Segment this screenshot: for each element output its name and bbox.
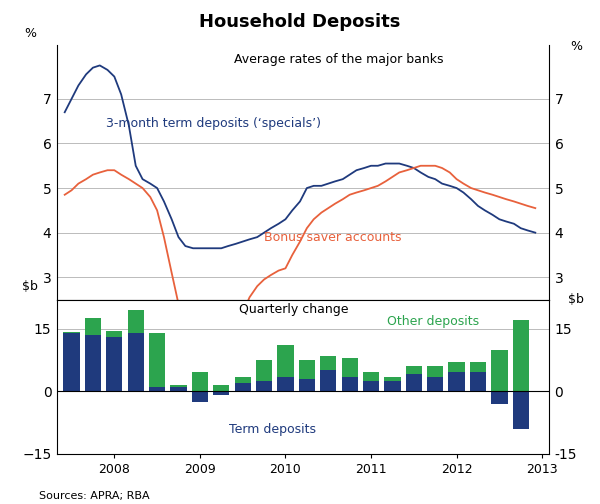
Text: Term deposits: Term deposits [229, 423, 316, 436]
Text: Quarterly change: Quarterly change [239, 302, 349, 316]
Bar [427, 366, 443, 376]
Bar [128, 333, 144, 391]
Text: 3-month term deposits (‘specials’): 3-month term deposits (‘specials’) [106, 116, 321, 130]
Bar [277, 345, 293, 376]
Bar [149, 333, 165, 387]
Bar [299, 379, 315, 391]
Bar [149, 387, 165, 391]
Bar [341, 376, 358, 391]
Bar [470, 362, 486, 372]
Bar [384, 376, 401, 381]
Bar [320, 356, 337, 370]
Bar [320, 370, 337, 391]
Bar [384, 381, 401, 391]
Bar [170, 387, 187, 391]
Bar [448, 362, 465, 372]
Bar [213, 385, 229, 391]
Y-axis label: %: % [570, 40, 582, 53]
Bar [512, 391, 529, 428]
Text: Bonus saver accounts: Bonus saver accounts [263, 231, 401, 244]
Bar [106, 337, 122, 391]
Bar [341, 358, 358, 376]
Bar [128, 310, 144, 333]
Bar [106, 331, 122, 337]
Bar [491, 349, 508, 391]
Bar [170, 385, 187, 387]
Bar [406, 374, 422, 391]
Bar [406, 366, 422, 374]
Bar [448, 372, 465, 391]
Bar [277, 376, 293, 391]
Text: Average rates of the major banks: Average rates of the major banks [234, 53, 443, 66]
Text: Household Deposits: Household Deposits [199, 13, 401, 31]
Bar [85, 335, 101, 391]
Bar [235, 376, 251, 383]
Bar [85, 319, 101, 335]
Bar [192, 372, 208, 391]
Bar [256, 381, 272, 391]
Bar [491, 391, 508, 404]
Bar [512, 321, 529, 391]
Bar [213, 391, 229, 395]
Y-axis label: $b: $b [568, 293, 584, 306]
Bar [235, 383, 251, 391]
Bar [363, 372, 379, 381]
Bar [192, 391, 208, 402]
Text: Sources: APRA; RBA: Sources: APRA; RBA [39, 491, 149, 501]
Bar [256, 360, 272, 381]
Y-axis label: %: % [24, 27, 36, 40]
Bar [64, 333, 80, 391]
Text: Other deposits: Other deposits [386, 315, 479, 328]
Bar [64, 332, 80, 333]
Bar [299, 360, 315, 379]
Bar [427, 376, 443, 391]
Bar [470, 372, 486, 391]
Y-axis label: $b: $b [22, 280, 38, 293]
Bar [363, 381, 379, 391]
